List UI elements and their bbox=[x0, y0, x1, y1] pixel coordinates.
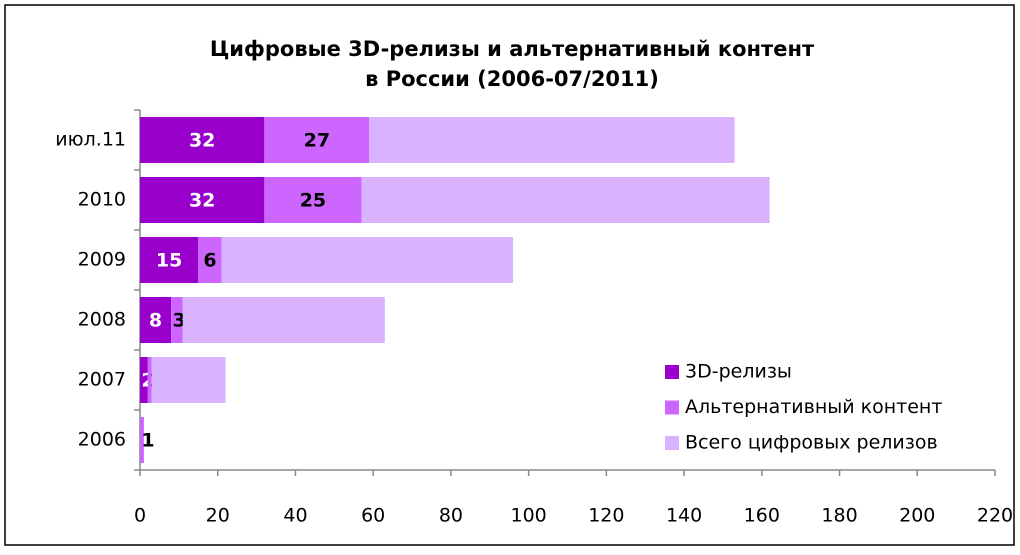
data-label: 6 bbox=[203, 250, 216, 272]
y-tick-label: июл.11 bbox=[55, 129, 126, 151]
data-label: 1 bbox=[141, 430, 154, 452]
x-tick-label: 120 bbox=[588, 505, 624, 527]
x-tick-label: 160 bbox=[744, 505, 780, 527]
bar-segment bbox=[171, 297, 183, 343]
data-label: 32 bbox=[189, 190, 215, 212]
bar-segment bbox=[369, 117, 735, 163]
bar-segment bbox=[140, 417, 144, 463]
data-label: 15 bbox=[156, 250, 182, 272]
x-tick-label: 140 bbox=[666, 505, 702, 527]
x-tick-label: 40 bbox=[283, 505, 307, 527]
data-label: 8 bbox=[149, 310, 162, 332]
data-label: 3 bbox=[172, 310, 185, 332]
x-tick-label: 220 bbox=[977, 505, 1013, 527]
bar-segment bbox=[147, 357, 152, 403]
chart-title: в России (2006-07/2011) bbox=[365, 67, 659, 91]
x-tick-label: 60 bbox=[361, 505, 385, 527]
bar-segment bbox=[151, 357, 226, 403]
y-tick-label: 2008 bbox=[78, 309, 126, 331]
bar-segment bbox=[264, 117, 370, 163]
data-label: 27 bbox=[304, 130, 330, 152]
bar-segment bbox=[140, 117, 265, 163]
bar-segment bbox=[361, 177, 770, 223]
bar-segment bbox=[264, 177, 362, 223]
data-label: 32 bbox=[189, 130, 215, 152]
bar-segment bbox=[140, 357, 148, 403]
x-tick-label: 0 bbox=[134, 505, 146, 527]
data-label: 25 bbox=[300, 190, 326, 212]
bar-segment bbox=[140, 237, 199, 283]
x-tick-label: 100 bbox=[511, 505, 547, 527]
x-tick-label: 80 bbox=[439, 505, 463, 527]
y-tick-label: 2006 bbox=[78, 429, 126, 451]
legend-swatch bbox=[665, 436, 679, 450]
bar-segment bbox=[221, 237, 514, 283]
bar-segment bbox=[140, 297, 172, 343]
x-tick-label: 20 bbox=[206, 505, 230, 527]
legend-swatch bbox=[665, 400, 679, 415]
bar-segment bbox=[198, 237, 222, 283]
legend-label: Всего цифровых релизов bbox=[685, 432, 938, 454]
bar-segment bbox=[140, 177, 265, 223]
bar-segment bbox=[182, 297, 385, 343]
y-tick-label: 2009 bbox=[78, 249, 126, 271]
x-tick-label: 200 bbox=[899, 505, 935, 527]
y-tick-label: 2010 bbox=[78, 189, 126, 211]
legend-swatch bbox=[665, 365, 679, 379]
chart-title: Цифровые 3D-релизы и альтернативный конт… bbox=[210, 37, 815, 61]
legend-label: 3D-релизы bbox=[685, 361, 792, 383]
legend-label: Альтернативный контент bbox=[685, 396, 942, 418]
y-tick-label: 2007 bbox=[78, 369, 126, 391]
x-tick-label: 180 bbox=[821, 505, 857, 527]
